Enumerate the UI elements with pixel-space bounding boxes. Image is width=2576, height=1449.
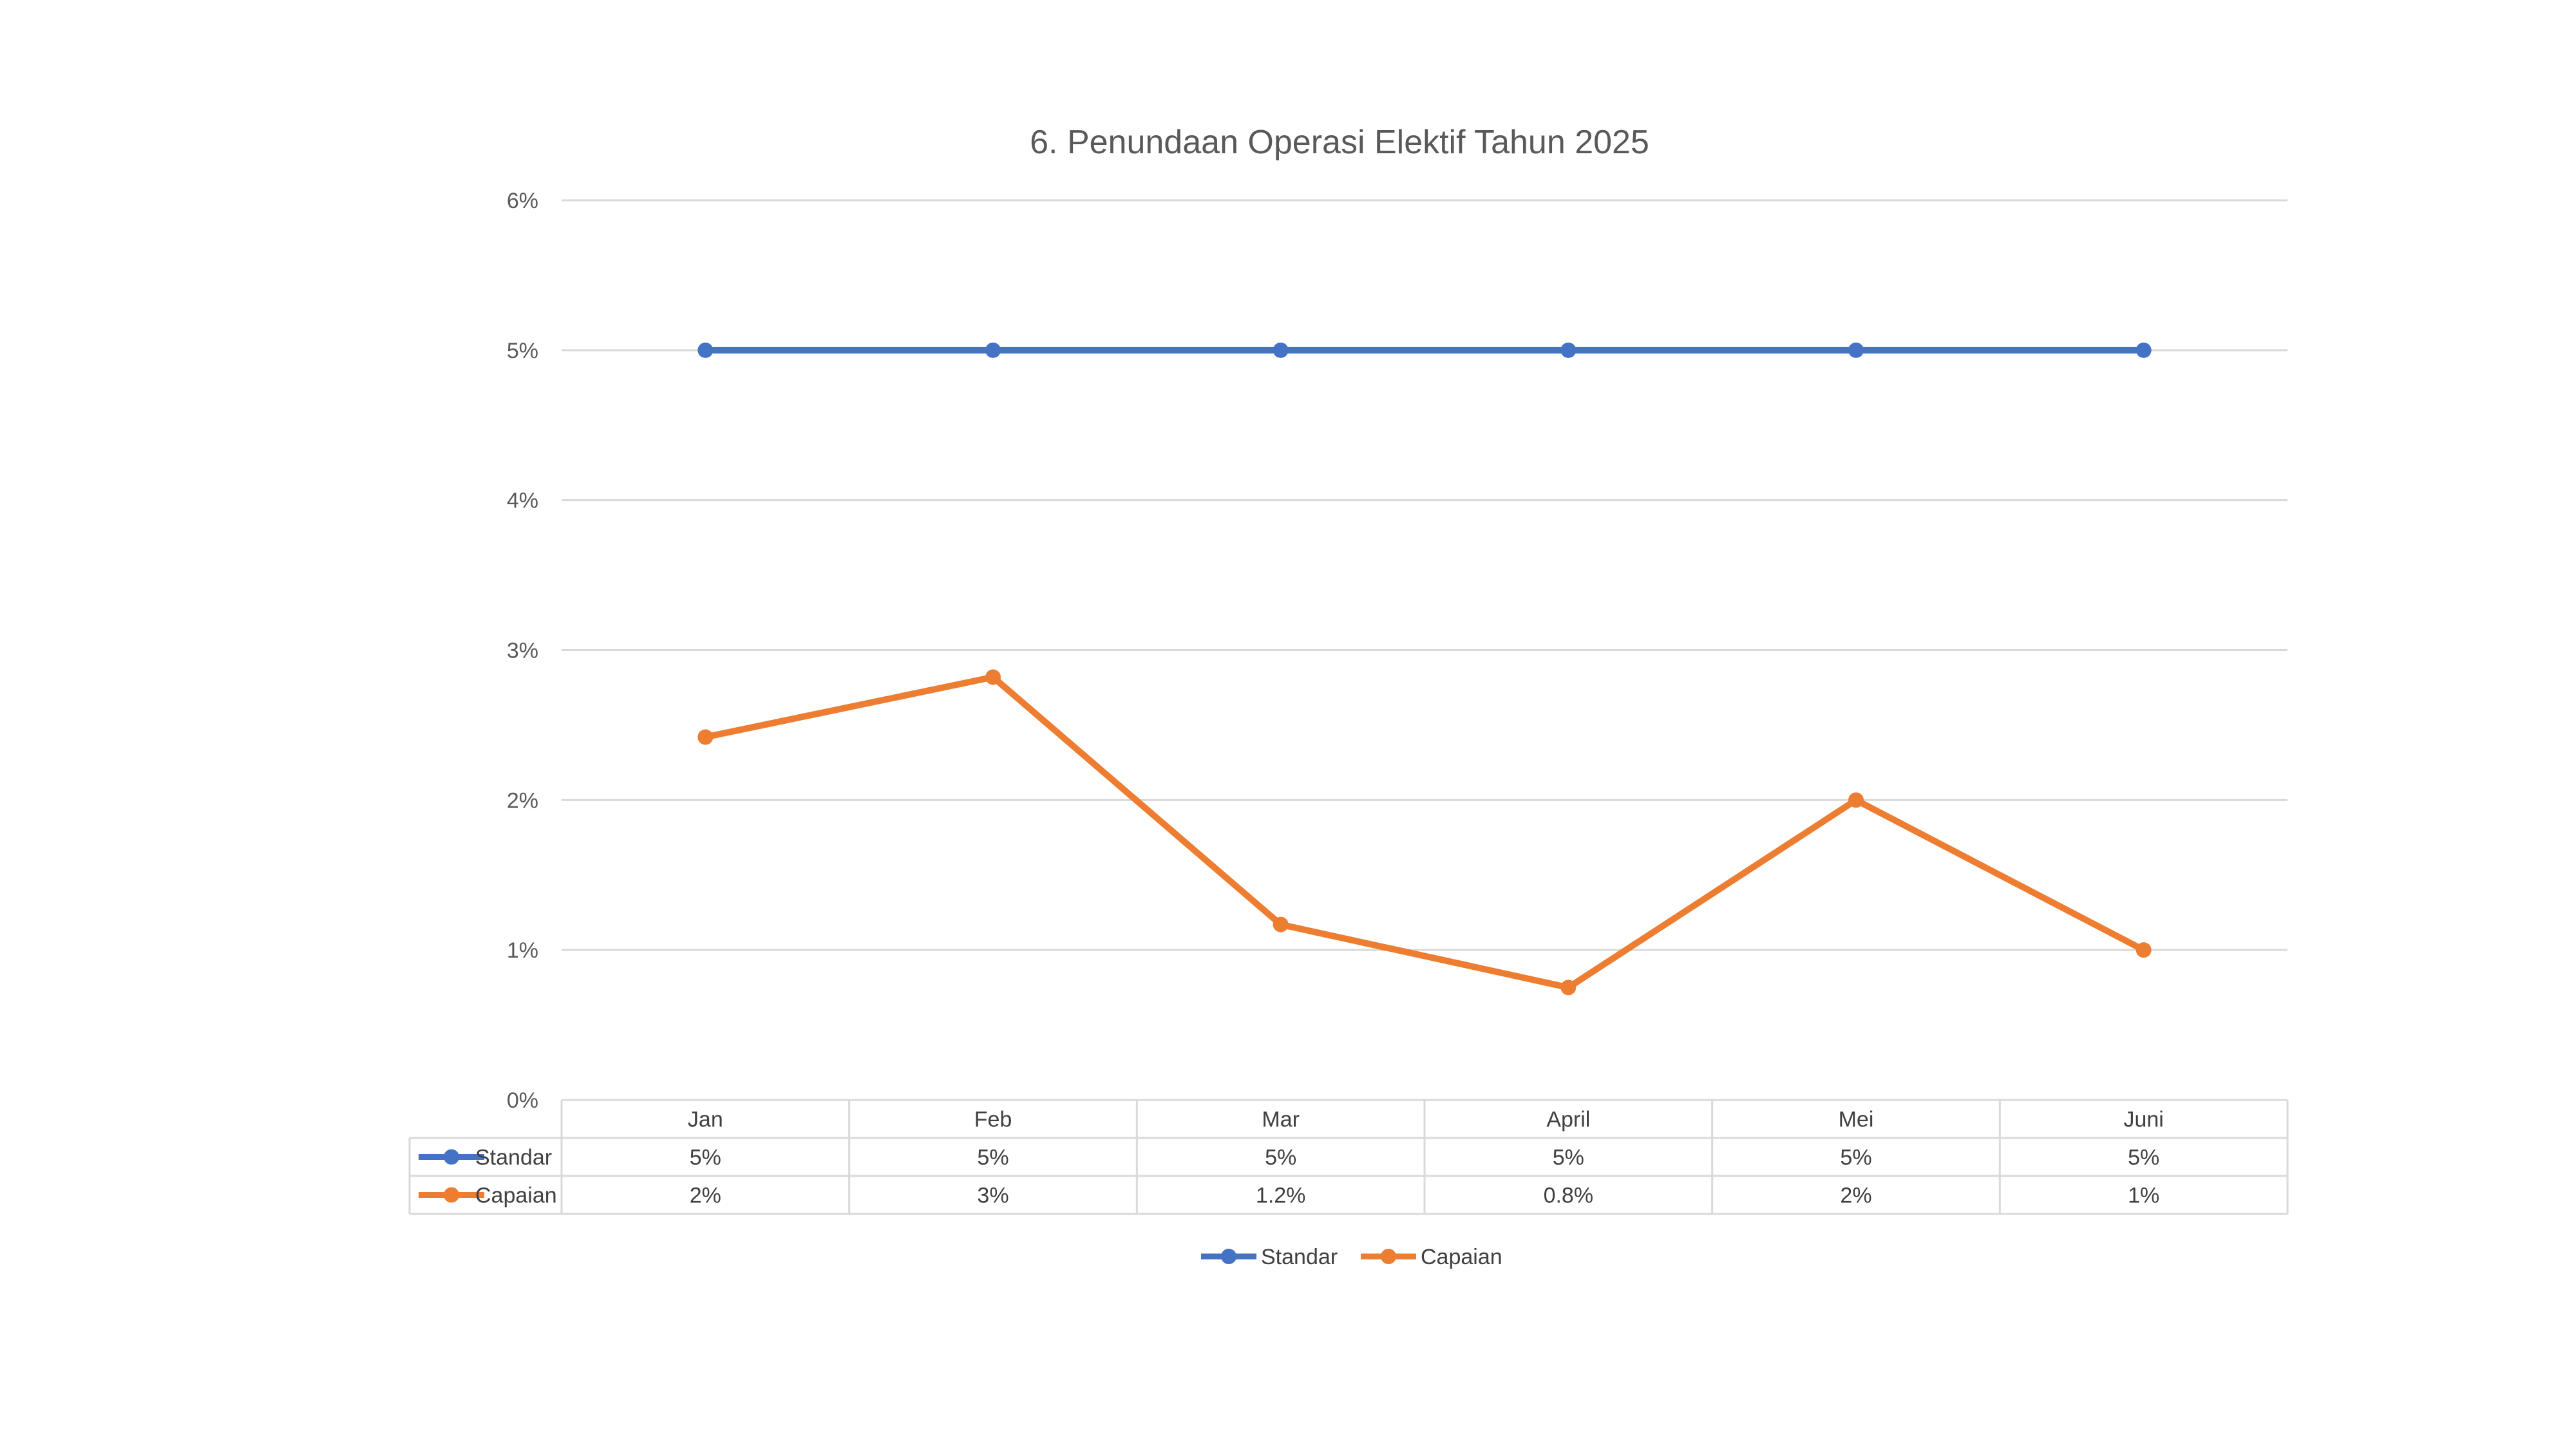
x-tick-label: Mei xyxy=(1839,1108,1874,1132)
data-point xyxy=(985,342,1001,358)
data-label: 2% xyxy=(690,1184,721,1208)
data-point xyxy=(1848,342,1864,358)
chart-title: 6. Penundaan Operasi Elektif Tahun 2025 xyxy=(1030,124,1649,161)
series-lines xyxy=(697,342,2152,996)
data-point xyxy=(1273,916,1289,933)
data-point xyxy=(1273,342,1289,358)
data-point xyxy=(697,342,714,358)
x-tick-label: April xyxy=(1546,1108,1590,1132)
legend: Standar Capaian xyxy=(1201,1245,1502,1269)
data-point xyxy=(985,669,1001,685)
data-label: 0.8% xyxy=(1544,1184,1594,1208)
data-label: 1% xyxy=(2128,1184,2159,1208)
data-label: 3% xyxy=(977,1184,1009,1208)
data-label: 5% xyxy=(977,1146,1009,1170)
legend-key-marker xyxy=(1381,1249,1396,1264)
x-tick-label: Feb xyxy=(974,1108,1012,1132)
data-label: 5% xyxy=(1553,1146,1584,1170)
table-series-label: Standar xyxy=(475,1146,552,1170)
y-tick-label: 4% xyxy=(507,489,538,513)
y-tick-label: 1% xyxy=(507,938,538,963)
data-point xyxy=(1560,980,1577,996)
legend-label: Capaian xyxy=(1421,1245,1502,1269)
table-legend-key-marker xyxy=(444,1187,459,1203)
table-legend-key-marker xyxy=(444,1149,459,1165)
data-point xyxy=(2136,942,2152,958)
data-label: 5% xyxy=(2128,1146,2159,1170)
table-series-label: Capaian xyxy=(475,1184,557,1208)
data-point xyxy=(1848,792,1864,808)
data-table: Jan Feb Mar April Mei Juni Standar 5% 5% 5% 5% 5% 5%… xyxy=(408,1099,2289,1215)
legend-label: Standar xyxy=(1261,1245,1338,1269)
y-tick-label: 3% xyxy=(507,639,538,663)
gridlines xyxy=(562,199,2287,951)
series-line-capaian xyxy=(702,674,2147,991)
data-label: 5% xyxy=(1840,1146,1871,1170)
data-label: 5% xyxy=(690,1146,721,1170)
legend-key-marker xyxy=(1221,1249,1236,1264)
x-tick-label: Mar xyxy=(1262,1108,1300,1132)
data-label: 1.2% xyxy=(1256,1184,1306,1208)
data-point xyxy=(1560,342,1577,358)
y-tick-label: 2% xyxy=(507,788,538,813)
data-point xyxy=(697,729,714,745)
data-point xyxy=(2136,342,2152,358)
y-tick-label: 0% xyxy=(507,1088,538,1113)
y-tick-label: 6% xyxy=(507,189,538,213)
y-axis-ticks: 0% 1% 2% 3% 4% 5% 6% xyxy=(507,189,538,1113)
x-tick-label: Jan xyxy=(688,1108,723,1132)
data-label: 5% xyxy=(1265,1146,1296,1170)
data-label: 2% xyxy=(1840,1184,1871,1208)
y-tick-label: 5% xyxy=(507,339,538,363)
x-tick-label: Juni xyxy=(2123,1108,2163,1132)
